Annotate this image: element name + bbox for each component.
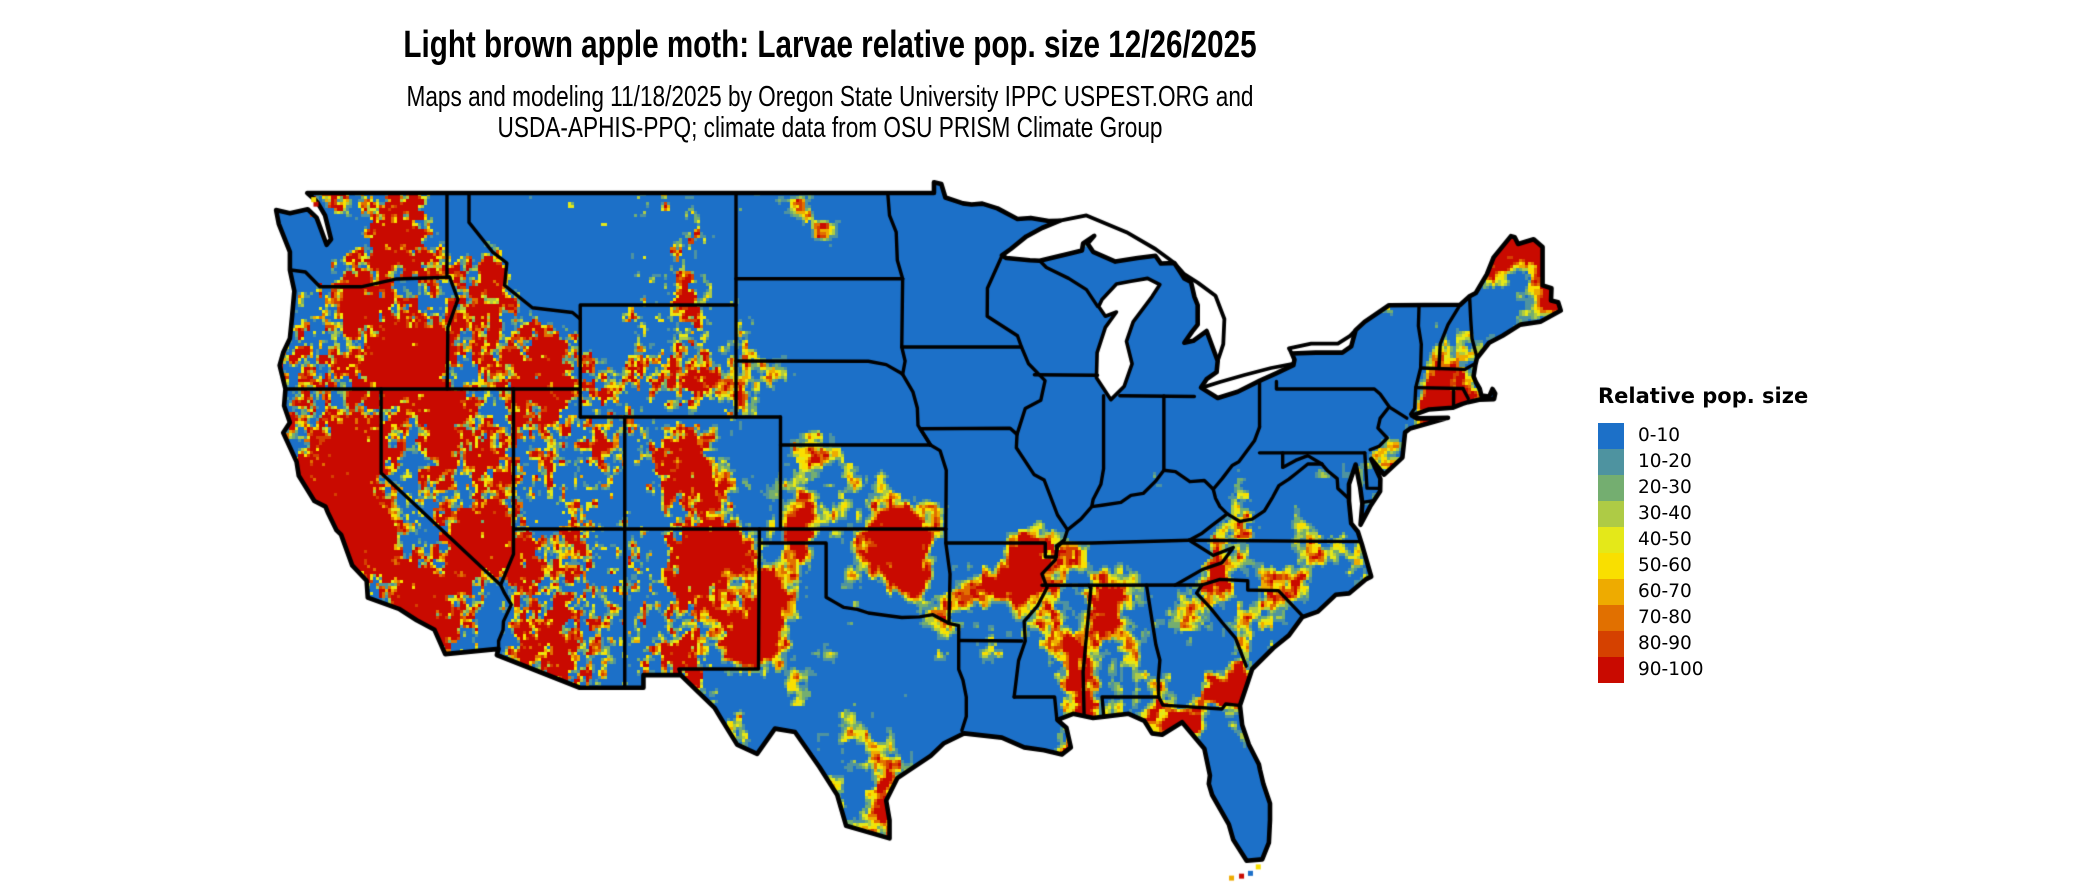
legend-label: 20-30 (1638, 477, 1692, 498)
legend-label: 50-60 (1638, 555, 1692, 576)
legend-label: 90-100 (1638, 659, 1704, 680)
subtitle: Maps and modeling 11/18/2025 by Oregon S… (245, 82, 1415, 144)
header: Light brown apple moth: Larvae relative … (245, 22, 1415, 144)
legend-label: 10-20 (1638, 451, 1692, 472)
page-title: Light brown apple moth: Larvae relative … (403, 24, 1257, 66)
legend-row: 10-20 (1598, 449, 1808, 475)
legend-label: 60-70 (1638, 581, 1692, 602)
legend-title: Relative pop. size (1598, 384, 1809, 408)
subtitle-line-1: Maps and modeling 11/18/2025 by Oregon S… (406, 81, 1254, 113)
legend-swatch-icon (1598, 657, 1624, 683)
legend-rows: 0-10 10-20 20-30 30-40 40-50 50-60 60-70 70-80 8… (1598, 423, 1808, 683)
legend-swatch-icon (1598, 475, 1624, 501)
legend-swatch-icon (1598, 631, 1624, 657)
legend-swatch-icon (1598, 605, 1624, 631)
legend-label: 0-10 (1638, 425, 1680, 446)
legend-label: 70-80 (1638, 607, 1692, 628)
legend-row: 40-50 (1598, 527, 1808, 553)
legend-swatch-icon (1598, 449, 1624, 475)
legend-row: 0-10 (1598, 423, 1808, 449)
legend-swatch-icon (1598, 579, 1624, 605)
legend-swatch-icon (1598, 423, 1624, 449)
legend-swatch-icon (1598, 501, 1624, 527)
legend-swatch-icon (1598, 553, 1624, 579)
legend-row: 70-80 (1598, 605, 1808, 631)
legend-label: 30-40 (1638, 503, 1692, 524)
legend-row: 50-60 (1598, 553, 1808, 579)
legend-label: 40-50 (1638, 529, 1692, 550)
legend-row: 20-30 (1598, 475, 1808, 501)
legend-label: 80-90 (1638, 633, 1692, 654)
legend-row: 30-40 (1598, 501, 1808, 527)
subtitle-line-2: USDA-APHIS-PPQ; climate data from OSU PR… (497, 112, 1163, 144)
legend-row: 60-70 (1598, 579, 1808, 605)
legend-row: 90-100 (1598, 657, 1808, 683)
legend-row: 80-90 (1598, 631, 1808, 657)
legend-swatch-icon (1598, 527, 1624, 553)
legend: Relative pop. size 0-10 10-20 20-30 30-40 40… (1598, 384, 1808, 683)
